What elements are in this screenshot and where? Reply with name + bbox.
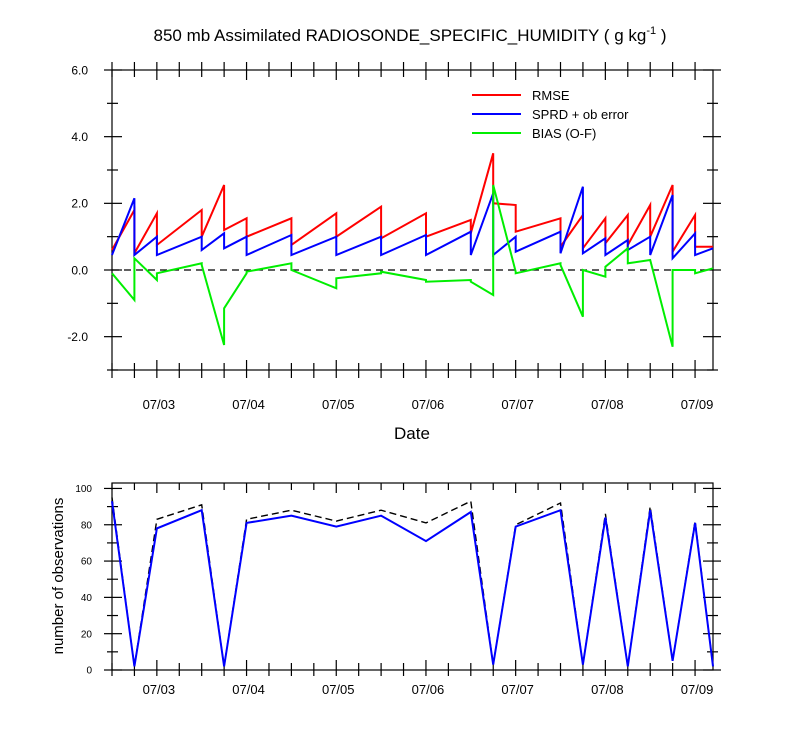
legend-label-bias-o-f: BIAS (O-F): [532, 126, 596, 141]
series-line-assimilated: [111, 501, 714, 667]
y-tick-label: 100: [75, 484, 92, 495]
x-tick-label: 07/06: [412, 682, 445, 697]
chart-title-superscript: -1: [646, 25, 656, 37]
y-tick-label: 6.0: [71, 63, 88, 77]
series-line-sprd-ob-error: [111, 186, 714, 261]
legend-label-rmse: RMSE: [532, 88, 570, 103]
top-x-tick-labels: 07/03 07/04 07/05 07/06 07/07 07/08 07/09: [143, 397, 714, 412]
top-plot-panel: 6.04.02.00.0-2.0 07/03 07/04 07/05 07/06 07/…: [67, 62, 721, 443]
x-tick-label: 07/09: [681, 682, 714, 697]
top-legend: RMSE SPRD + ob error BIAS (O-F): [472, 88, 629, 141]
top-plot-frame: [111, 69, 714, 371]
top-x-axis-label: Date: [394, 424, 430, 443]
chart-title: 850 mb Assimilated RADIOSONDE_SPECIFIC_H…: [154, 25, 667, 45]
y-tick-label: 80: [81, 520, 93, 531]
series-line-rmse: [111, 153, 713, 258]
x-tick-label: 07/04: [232, 397, 265, 412]
bottom-plot-frame: [111, 482, 714, 671]
x-tick-label: 07/05: [322, 682, 355, 697]
x-tick-label: 07/06: [412, 397, 445, 412]
x-tick-label: 07/04: [232, 682, 265, 697]
y-tick-label: 60: [81, 557, 93, 568]
x-tick-label: 07/03: [143, 397, 176, 412]
chart-title-close: ): [656, 26, 666, 45]
x-tick-label: 07/03: [143, 682, 176, 697]
y-tick-label: 20: [81, 629, 93, 640]
y-tick-label: 40: [81, 593, 93, 604]
chart-title-main: 850 mb Assimilated RADIOSONDE_SPECIFIC_H…: [154, 26, 647, 45]
series-line-possible: [111, 497, 714, 667]
top-y-tick-labels: 6.0 4.0 2.0 0.0 -2.0: [67, 63, 88, 344]
bottom-y-axis-label: number of observations: [50, 498, 67, 655]
bottom-y-tick-labels: 100 80 60 40 20 0: [75, 484, 92, 677]
x-tick-label: 07/08: [591, 682, 624, 697]
y-tick-label: 0: [86, 666, 92, 677]
y-tick-label: 0.0: [71, 263, 88, 277]
x-tick-label: 07/05: [322, 397, 355, 412]
x-tick-label: 07/07: [501, 397, 534, 412]
y-tick-label: -2.0: [67, 330, 88, 344]
series-line-bias-o-f: [111, 184, 714, 347]
x-tick-label: 07/07: [501, 682, 534, 697]
top-series-lines: [111, 153, 714, 347]
y-tick-label: 4.0: [71, 130, 88, 144]
x-tick-label: 07/09: [681, 397, 714, 412]
bottom-series-lines: [111, 497, 714, 667]
x-tick-label: 07/08: [591, 397, 624, 412]
bottom-x-tick-labels: 07/03 07/04 07/05 07/06 07/07 07/08 07/09: [143, 682, 714, 697]
y-tick-label: 2.0: [71, 197, 88, 211]
legend-label-sprd-ob-error: SPRD + ob error: [532, 107, 629, 122]
